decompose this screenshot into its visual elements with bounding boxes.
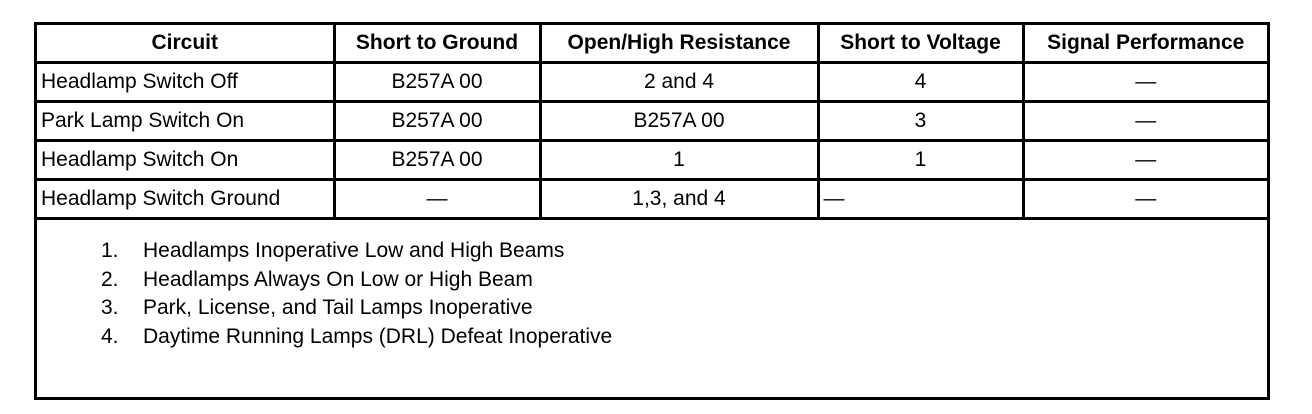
cell-open-high-resistance: 1	[538, 139, 820, 181]
note-text: Park, License, and Tail Lamps Inoperativ…	[143, 296, 533, 319]
table-row: Headlamp Switch Off B257A 00 2 and 4 4 —	[37, 61, 1267, 103]
cell-signal-performance: —	[1021, 100, 1267, 142]
table-row: Headlamp Switch Ground — 1,3, and 4 — —	[37, 178, 1267, 220]
cell-short-to-voltage: 4	[816, 61, 1025, 103]
cell-short-to-voltage: 3	[816, 100, 1025, 142]
cell-signal-performance: —	[1021, 178, 1267, 220]
cell-signal-performance: —	[1021, 61, 1267, 103]
notes-list: 1. Headlamps Inoperative Low and High Be…	[37, 237, 1267, 351]
cell-short-to-ground: B257A 00	[332, 61, 542, 103]
note-number: 2.	[101, 267, 119, 291]
list-item: 4. Daytime Running Lamps (DRL) Defeat In…	[37, 323, 1267, 352]
cell-circuit: Park Lamp Switch On	[37, 100, 336, 142]
cell-short-to-voltage: —	[816, 178, 1025, 220]
cell-short-to-ground: B257A 00	[332, 100, 542, 142]
note-text: Headlamps Always On Low or High Beam	[143, 267, 533, 291]
cell-signal-performance: —	[1021, 139, 1267, 181]
note-number: 4.	[101, 324, 119, 348]
header-short-to-ground: Short to Ground	[332, 25, 542, 64]
cell-open-high-resistance: 1,3, and 4	[538, 178, 820, 220]
table-header-row: Circuit Short to Ground Open/High Resist…	[37, 25, 1267, 64]
table-row: Park Lamp Switch On B257A 00 B257A 00 3 …	[37, 100, 1267, 142]
cell-short-to-ground: —	[332, 178, 542, 220]
note-text: Headlamps Inoperative Low and High Beams	[143, 239, 565, 262]
list-item: 1. Headlamps Inoperative Low and High Be…	[37, 237, 1267, 266]
cell-short-to-ground: B257A 00	[332, 139, 542, 181]
list-item: 3. Park, License, and Tail Lamps Inopera…	[37, 294, 1267, 323]
header-circuit: Circuit	[37, 25, 336, 64]
header-open-high-resistance: Open/High Resistance	[538, 25, 820, 64]
circuit-table: Circuit Short to Ground Open/High Resist…	[37, 25, 1267, 220]
cell-open-high-resistance: B257A 00	[538, 100, 820, 142]
table-row: Headlamp Switch On B257A 00 1 1 —	[37, 139, 1267, 181]
note-number: 1.	[101, 239, 119, 262]
list-item: 2. Headlamps Always On Low or High Beam	[37, 266, 1267, 295]
header-short-to-voltage: Short to Voltage	[816, 25, 1025, 64]
cell-open-high-resistance: 2 and 4	[538, 61, 820, 103]
cell-circuit: Headlamp Switch On	[37, 139, 336, 181]
cell-circuit: Headlamp Switch Ground	[37, 178, 336, 220]
cell-short-to-voltage: 1	[816, 139, 1025, 181]
circuit-table-frame: Circuit Short to Ground Open/High Resist…	[34, 22, 1270, 400]
cell-circuit: Headlamp Switch Off	[37, 61, 336, 103]
note-number: 3.	[101, 296, 119, 319]
header-signal-performance: Signal Performance	[1021, 25, 1267, 64]
note-text: Daytime Running Lamps (DRL) Defeat Inope…	[143, 324, 613, 348]
